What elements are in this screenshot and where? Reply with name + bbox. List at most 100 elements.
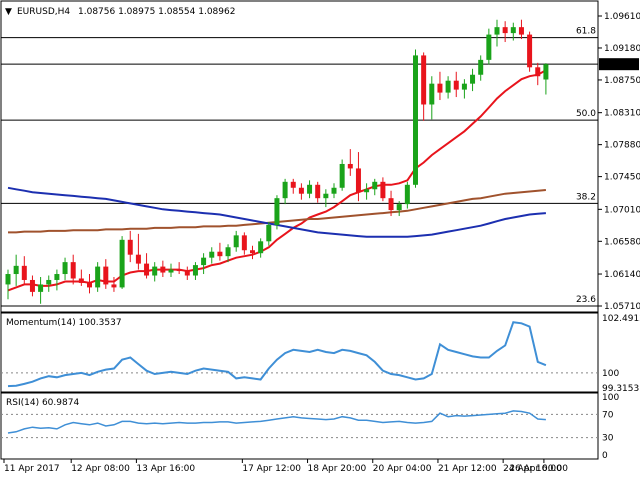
candle-body — [388, 198, 394, 211]
candle-body — [355, 168, 361, 193]
candle-body — [429, 83, 435, 105]
rsi-pane-frame — [0, 392, 599, 460]
candle-body — [461, 83, 467, 90]
price-tick-label: 1.08750 — [604, 76, 640, 86]
rsi-tick-label: 30 — [602, 434, 614, 444]
candle-body — [54, 274, 60, 280]
time-tick-label: 21 Apr 12:00 — [438, 464, 497, 474]
candle-body — [315, 184, 321, 199]
candle-body — [95, 266, 101, 288]
rsi-tick-label: 70 — [602, 410, 614, 420]
symbol-label: EURUSD,H4 — [17, 7, 70, 17]
price-tick-label: 1.07880 — [604, 141, 640, 151]
ohlc-values: 1.08756 1.08975 1.08554 1.08962 — [78, 7, 235, 17]
candle-body — [543, 64, 549, 80]
candle-body — [486, 34, 492, 60]
candle-body — [135, 254, 141, 264]
candle-body — [274, 198, 280, 225]
candle-body — [87, 282, 92, 288]
candle-body — [168, 269, 174, 273]
candle-body — [258, 241, 264, 254]
candle-body — [478, 59, 484, 75]
price-tick-label: 1.07010 — [604, 205, 640, 215]
current-price-label: 1.08962 — [602, 61, 639, 71]
fib-level-label: 61.8 — [576, 27, 596, 37]
candle-body — [78, 278, 84, 283]
time-tick-label: 12 Apr 08:00 — [71, 464, 130, 474]
candle-body — [404, 184, 410, 205]
candle-body — [421, 55, 427, 105]
candle-body — [233, 235, 239, 248]
rsi-line — [7, 410, 546, 434]
candle-body — [282, 181, 288, 199]
candle-body — [209, 251, 215, 258]
candle-body — [527, 34, 533, 68]
candle-body — [250, 250, 255, 254]
current-price-box — [599, 58, 639, 71]
time-axis: 11 Apr 2017 12 Apr 08:00 13 Apr 16:00 17 Ap… — [3, 459, 568, 474]
time-tick-label: 24 Apr 16:00 — [503, 464, 562, 474]
fib-level-label: 38.2 — [576, 192, 596, 202]
candle-body — [437, 83, 443, 93]
candle-body — [372, 181, 378, 190]
candle-body — [13, 265, 19, 275]
candle-body — [241, 235, 247, 251]
candle-body — [445, 80, 451, 93]
momentum-tick-label: 100 — [602, 369, 619, 379]
momentum-tick-label: 102.4912 — [602, 314, 640, 324]
rsi-pane: 100 70 30 0 — [1, 393, 619, 461]
candle-body — [380, 181, 386, 199]
candle-body — [111, 284, 117, 288]
rsi-tick-label: 100 — [602, 393, 619, 403]
main-pane-frame — [0, 0, 599, 313]
momentum-pane-frame — [0, 312, 599, 393]
candle-body — [29, 279, 35, 292]
fib-level-label: 50.0 — [576, 109, 596, 119]
price-tick-label: 1.06140 — [604, 270, 640, 280]
candle-body — [127, 239, 133, 255]
time-tick-label: 17 Apr 12:00 — [242, 464, 301, 474]
candle-body — [331, 187, 337, 194]
rsi-tick-label: 0 — [602, 451, 608, 461]
collapse-arrow-icon[interactable]: ▼ — [5, 7, 12, 17]
rsi-title: RSI(14) 60.9874 — [6, 398, 79, 408]
candle-body — [502, 27, 508, 34]
price-tick-label: 1.09610 — [604, 12, 640, 22]
momentum-pane: 102.4912 100 99.3153 — [1, 314, 640, 394]
momentum-title: Momentum(14) 100.3537 — [6, 318, 122, 328]
candle-body — [413, 55, 418, 185]
candle-body — [494, 27, 500, 35]
candle-body — [347, 163, 353, 169]
candle-body — [184, 271, 190, 276]
candle-body — [396, 204, 402, 211]
candle-body — [470, 74, 476, 84]
candle-body — [192, 265, 198, 276]
candle-body — [62, 262, 68, 275]
candle-body — [176, 269, 182, 272]
candle-body — [518, 27, 524, 35]
candle-body — [46, 279, 52, 285]
price-tick-label: 1.08310 — [604, 109, 640, 119]
candle-body — [201, 257, 207, 266]
candle-body — [453, 80, 459, 90]
time-tick-label: 20 Apr 04:00 — [373, 464, 432, 474]
candle-body — [70, 262, 76, 279]
candle-body — [339, 163, 345, 188]
candle-body — [298, 187, 304, 194]
time-tick-label: 18 Apr 20:00 — [308, 464, 367, 474]
candle-body — [5, 274, 11, 285]
momentum-line — [7, 321, 547, 388]
candle-body — [225, 247, 231, 257]
price-tick-label: 1.09180 — [604, 44, 640, 54]
candle-body — [152, 266, 158, 276]
candle-body — [307, 184, 313, 194]
time-tick-label: 13 Apr 16:00 — [136, 464, 195, 474]
candle-body — [535, 67, 541, 77]
candle-body — [266, 224, 272, 242]
price-tick-label: 1.07450 — [604, 173, 640, 183]
time-tick-label: 26 Apr 00:00 — [509, 464, 568, 474]
candle-body — [144, 263, 150, 276]
candle-body — [290, 181, 296, 188]
